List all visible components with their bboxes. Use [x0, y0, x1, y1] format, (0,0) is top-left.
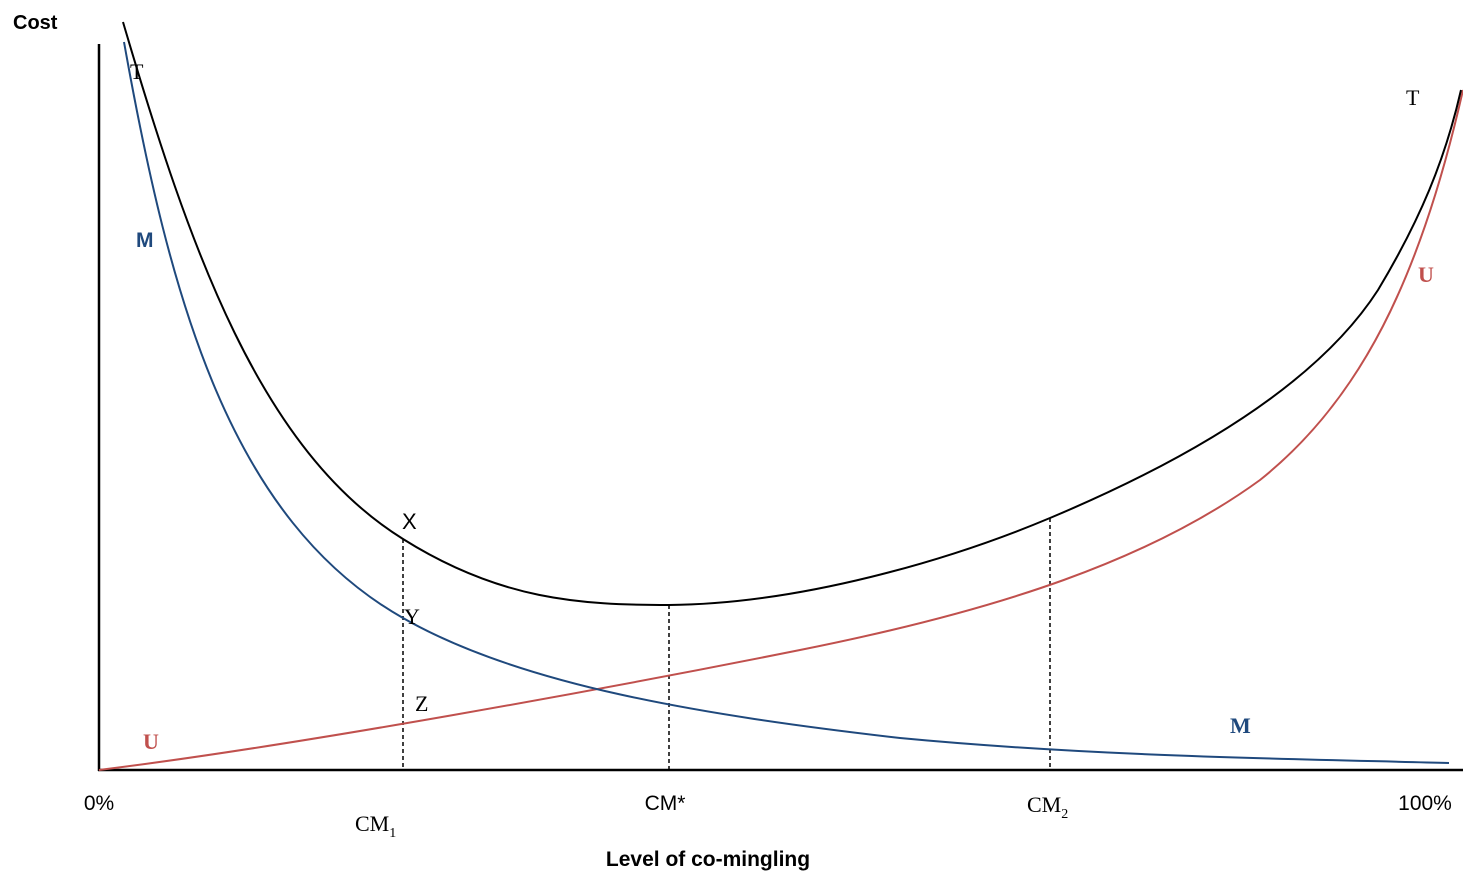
cm-star-label: CM*	[645, 792, 686, 815]
cm2-label-sub: 2	[1061, 807, 1068, 822]
point-y-label: Y	[404, 604, 420, 629]
u-curve	[98, 89, 1463, 771]
point-z-label: Z	[415, 691, 428, 716]
x-axis-start-label: 0%	[84, 792, 114, 815]
y-axis-title: Cost	[13, 12, 58, 34]
t-curve-label-left: T	[130, 59, 144, 84]
cm1-label: CM1	[355, 811, 396, 841]
point-x-label: X	[402, 509, 417, 534]
cm2-label: CM2	[1027, 792, 1068, 822]
cm2-label-base: CM	[1027, 792, 1061, 817]
cm1-label-base: CM	[355, 811, 389, 836]
x-axis-title: Level of co-mingling	[606, 848, 810, 871]
m-curve	[123, 41, 1450, 764]
x-axis-end-label: 100%	[1398, 792, 1452, 815]
u-curve-label-left: U	[143, 729, 159, 754]
t-curve-label-right: T	[1406, 85, 1420, 110]
m-curve-label-right: M	[1230, 713, 1251, 738]
cm1-label-sub: 1	[389, 826, 396, 841]
t-curve	[122, 21, 1462, 607]
m-curve-label-left: M	[136, 229, 154, 252]
u-curve-label-right: U	[1418, 262, 1434, 287]
